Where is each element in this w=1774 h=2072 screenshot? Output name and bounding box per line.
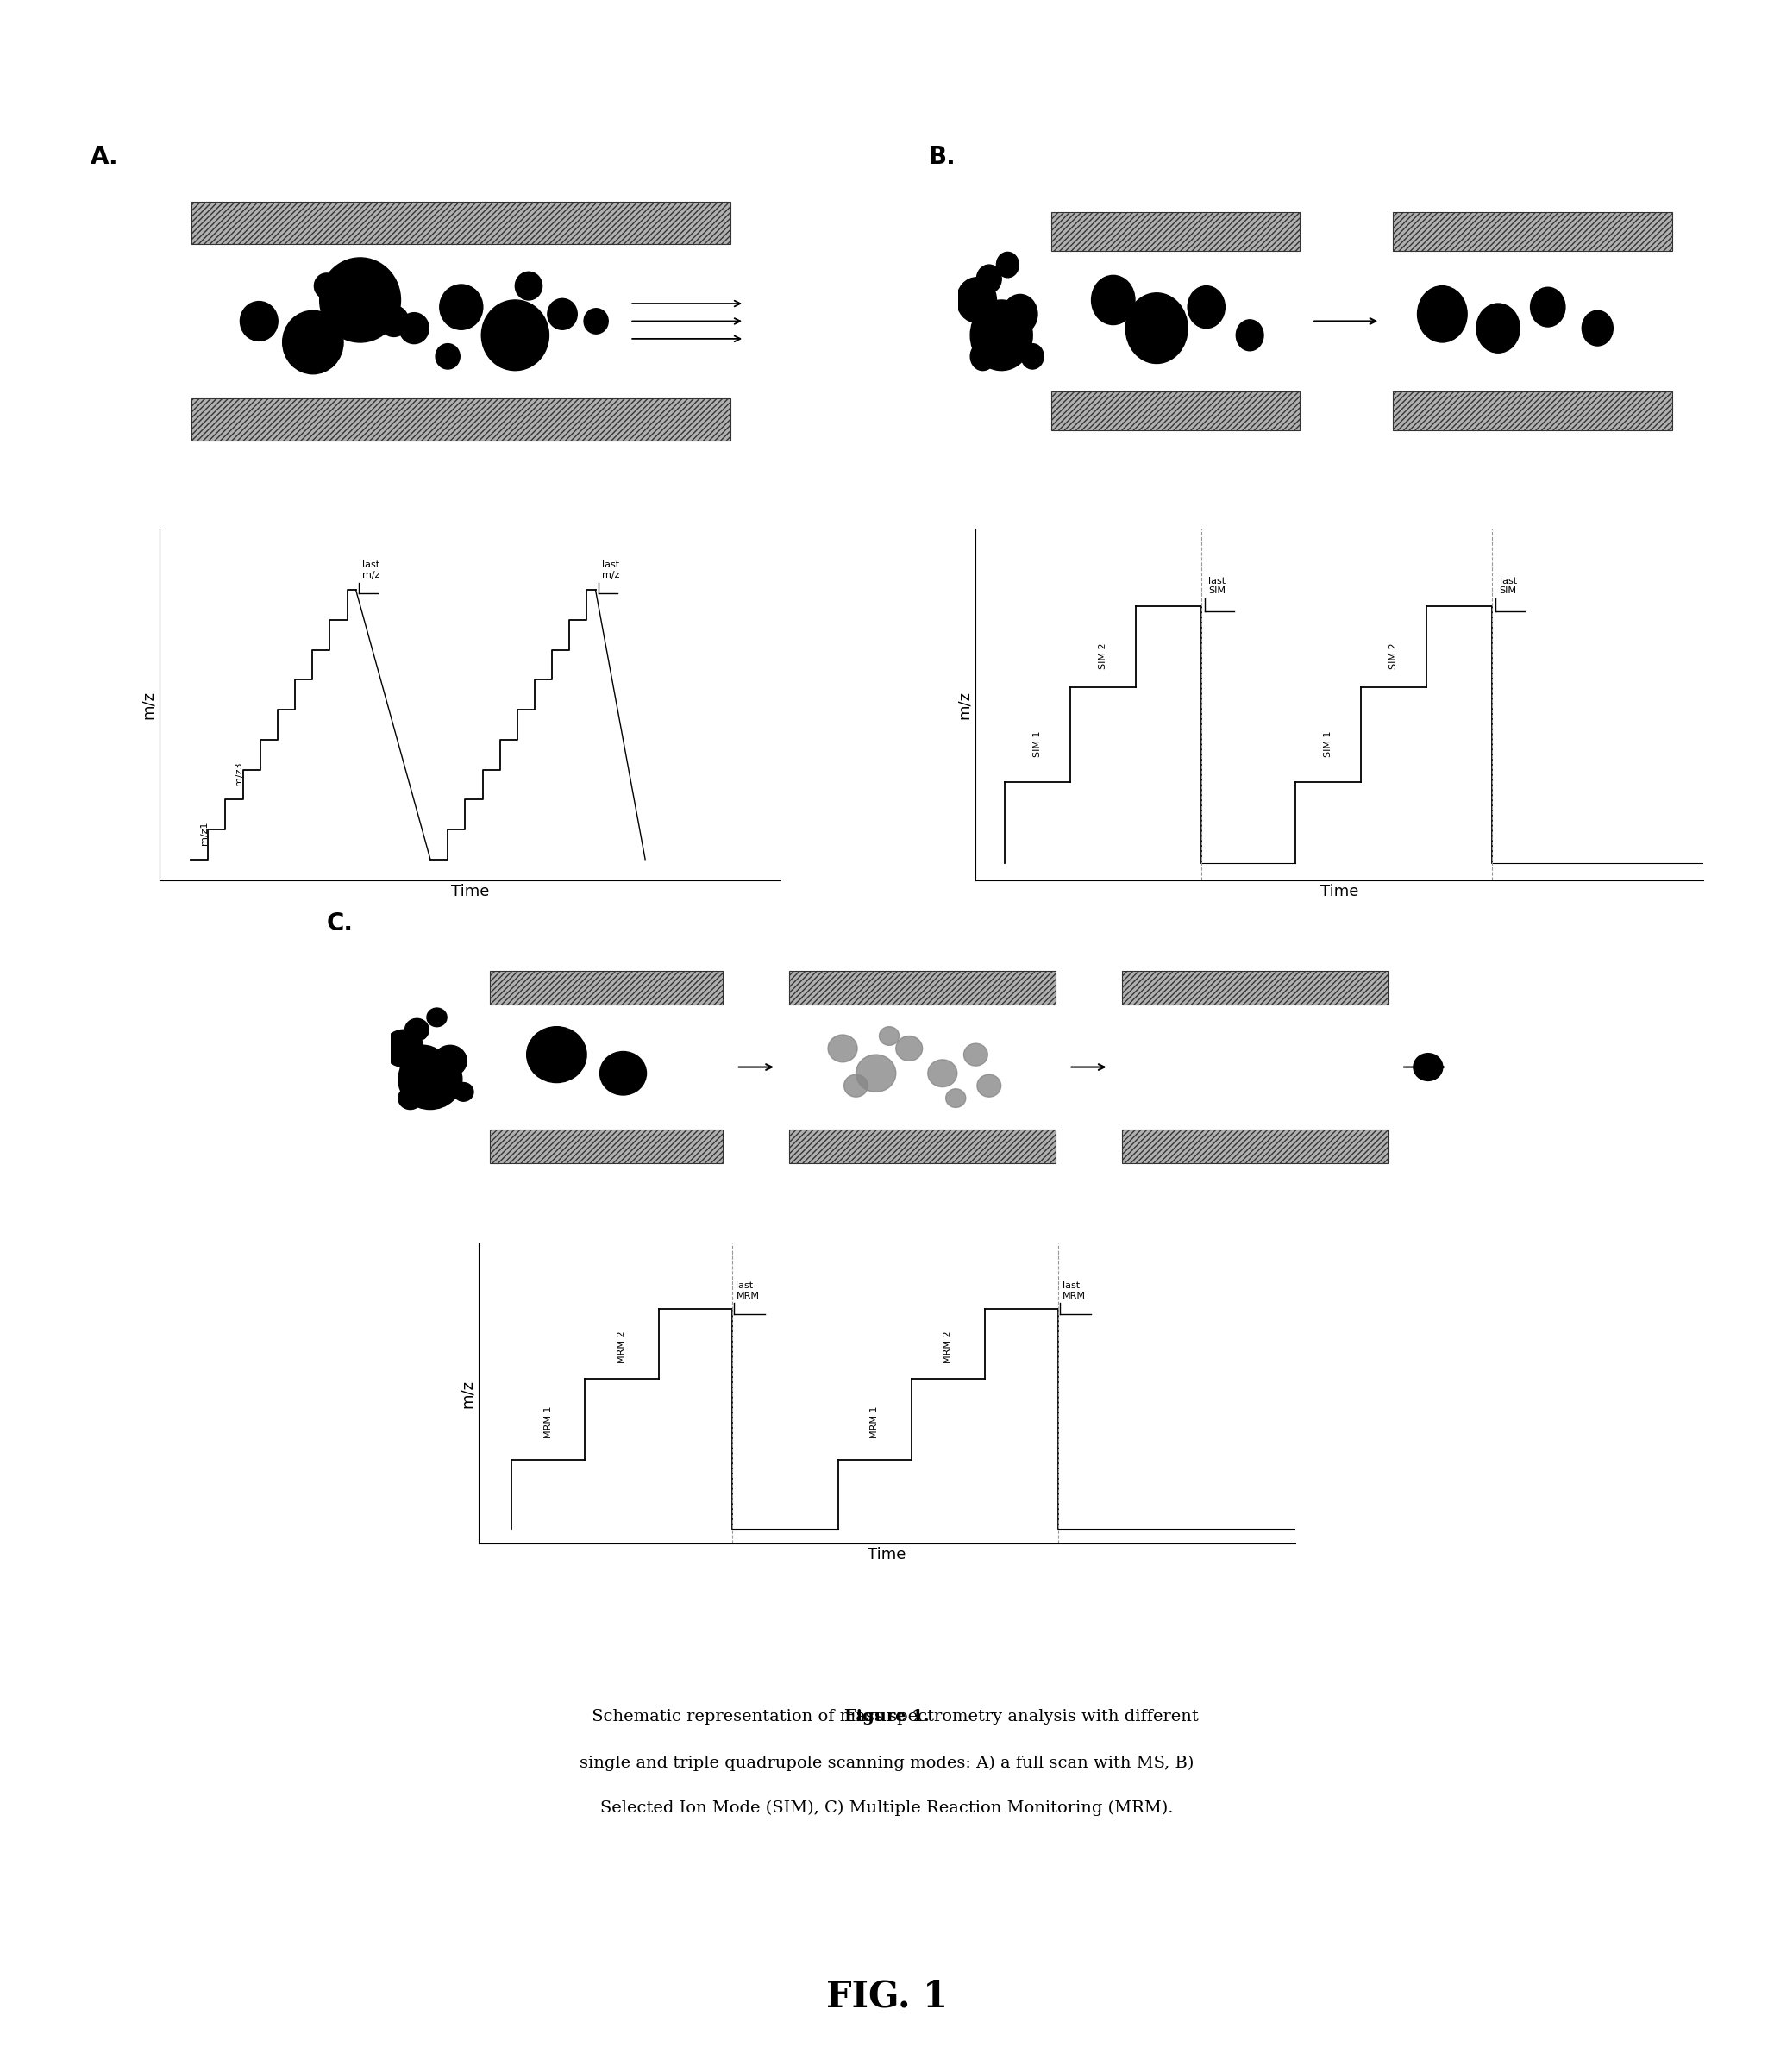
Circle shape [828,1034,857,1063]
Circle shape [397,1088,422,1109]
Text: SIM 2: SIM 2 [1389,642,1398,669]
Text: last
m/z: last m/z [362,562,380,580]
Circle shape [433,1046,467,1077]
Circle shape [1414,1053,1442,1082]
Bar [192,398,731,441]
Text: last
MRM: last MRM [736,1283,759,1301]
Y-axis label: m/z: m/z [140,690,156,719]
Bar [490,970,724,1005]
Circle shape [282,311,342,373]
Circle shape [1022,344,1043,369]
Text: Schematic representation of mass spectrometry analysis with different: Schematic representation of mass spectro… [585,1709,1199,1724]
X-axis label: Time: Time [1320,885,1359,899]
Circle shape [397,1051,461,1109]
Bar [1050,211,1299,251]
Text: single and triple quadrupole scanning modes: A) a full scan with MS, B): single and triple quadrupole scanning mo… [580,1755,1194,1772]
Circle shape [600,1053,646,1096]
Bar [1121,1129,1387,1164]
Bar [490,1129,724,1164]
Circle shape [428,1009,447,1026]
Circle shape [1476,303,1520,352]
Circle shape [844,1075,867,1096]
Text: Selected Ion Mode (SIM), C) Multiple Reaction Monitoring (MRM).: Selected Ion Mode (SIM), C) Multiple Rea… [600,1801,1174,1817]
Circle shape [970,342,995,371]
Text: MRM 1: MRM 1 [545,1407,553,1438]
Text: last
MRM: last MRM [1063,1283,1086,1301]
Circle shape [399,313,429,344]
Circle shape [584,309,608,334]
Circle shape [527,1028,587,1082]
Circle shape [997,253,1018,278]
Circle shape [239,300,279,342]
Circle shape [1091,276,1135,325]
Bar [1393,211,1671,251]
Circle shape [319,257,401,342]
Circle shape [963,1044,988,1065]
Circle shape [314,274,339,298]
Circle shape [970,300,1032,371]
Circle shape [436,344,459,369]
X-axis label: Time: Time [867,1548,907,1562]
Text: SIM 1: SIM 1 [1323,731,1332,758]
Circle shape [855,1055,896,1092]
Circle shape [1236,319,1263,350]
Circle shape [454,1082,474,1102]
Circle shape [976,265,1001,292]
Circle shape [383,1030,424,1067]
Circle shape [401,1044,447,1090]
Circle shape [1002,294,1038,334]
Text: C.: C. [326,912,353,937]
Text: MRM 1: MRM 1 [871,1407,880,1438]
Text: m/z3: m/z3 [234,762,243,785]
Text: FIG. 1: FIG. 1 [827,1979,947,2014]
Y-axis label: m/z: m/z [459,1380,475,1407]
Text: Figure 1.: Figure 1. [844,1709,930,1724]
Y-axis label: m/z: m/z [956,690,972,719]
Circle shape [1189,286,1224,327]
Circle shape [404,1019,429,1040]
Text: MRM 2: MRM 2 [617,1330,626,1363]
Bar [1393,392,1671,431]
Circle shape [896,1036,922,1061]
Text: SIM 1: SIM 1 [1032,731,1041,758]
Circle shape [1582,311,1613,346]
Text: last
SIM: last SIM [1208,576,1226,595]
Circle shape [481,300,548,371]
Circle shape [977,1075,1001,1096]
Text: MRM 2: MRM 2 [944,1330,953,1363]
Bar [192,201,731,244]
Text: B.: B. [928,145,956,170]
Text: last
SIM: last SIM [1499,576,1517,595]
Bar [1121,970,1387,1005]
Circle shape [1125,292,1189,363]
Circle shape [880,1026,899,1044]
Circle shape [380,307,408,336]
Bar [1050,392,1299,431]
Circle shape [946,1090,965,1109]
Text: m/z1: m/z1 [200,823,209,845]
Text: last
m/z: last m/z [601,562,619,580]
X-axis label: Time: Time [451,885,490,899]
Bar [789,970,1056,1005]
Circle shape [440,284,483,329]
Circle shape [928,1059,958,1088]
Circle shape [1531,288,1565,327]
Text: A.: A. [90,145,119,170]
Text: SIM 2: SIM 2 [1098,642,1107,669]
Bar [789,1129,1056,1164]
Circle shape [548,298,577,329]
Circle shape [514,271,543,300]
Circle shape [1417,286,1467,342]
Circle shape [956,278,997,323]
